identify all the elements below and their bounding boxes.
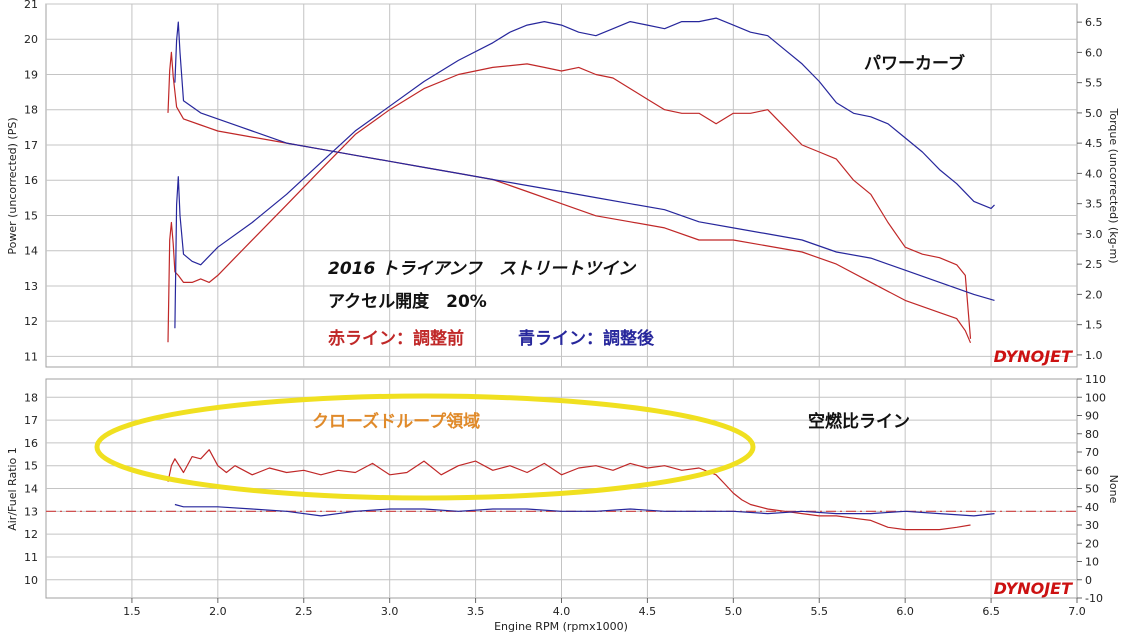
top-left-tick-label: 15 [24,209,38,222]
top-right-tick-label: 6.0 [1085,46,1103,59]
x-tick-label: 3.5 [467,605,485,618]
x-tick-label: 3.0 [381,605,399,618]
bottom-right-tick-label: 90 [1085,410,1099,423]
x-tick-label: 6.0 [896,605,914,618]
top-red-torque-line [167,51,972,344]
top-series [167,17,995,344]
bottom-left-tick-label: 17 [24,414,38,427]
bottom-left-tick-label: 11 [24,551,38,564]
bottom-left-tick-label: 10 [24,574,38,587]
bottom-dynojet-logo: DYNOJET [994,579,1074,598]
bottom-right-tick-label: 60 [1085,464,1099,477]
top-right-tick-label: 1.0 [1085,349,1103,362]
top-left-tick-label: 20 [24,33,38,46]
bottom-left-tick-label: 14 [24,483,38,496]
bottom-right-tick-label: 80 [1085,428,1099,441]
x-tick-label: 1.5 [123,605,141,618]
bottom-right-tick-label: 100 [1085,391,1106,404]
top-right-axis-title: Torque (uncorrected) (kg-m) [1107,107,1120,263]
bottom-right-tick-label: 10 [1085,556,1099,569]
top-right-tick-label: 4.5 [1085,137,1103,150]
top-right-tick-label: 3.0 [1085,228,1103,241]
x-tick-label: 7.0 [1068,605,1086,618]
red-line-legend: 赤ライン：調整前 [328,328,464,349]
bottom-right-tick-label: -10 [1085,592,1103,605]
afr-line-label: 空燃比ライン [808,411,910,432]
top-left-tick-label: 17 [24,139,38,152]
bottom-right-tick-label: 40 [1085,501,1099,514]
bottom-right-tick-label: 110 [1085,373,1106,386]
top-ticks: 11 12 13 14 15 16 17 18 19 20 21 1.0 1.5 2.0 2.5 3.0 3.5… [24,0,1103,363]
top-right-tick-label: 1.5 [1085,319,1103,332]
closed-loop-label: クローズドループ領域 [312,411,480,432]
top-left-tick-label: 11 [24,350,38,363]
bottom-right-axis-title: None [1107,475,1120,504]
top-right-tick-label: 5.5 [1085,77,1103,90]
top-right-tick-label: 5.0 [1085,107,1103,120]
throttle-label: アクセル開度 20% [328,291,487,312]
x-tick-label: 2.5 [295,605,313,618]
top-left-tick-label: 14 [24,245,38,258]
top-left-axis-title: Power (uncorrected) (PS) [6,117,19,254]
top-grid [46,3,1077,367]
x-tick-label: 4.5 [639,605,657,618]
top-right-tick-label: 2.5 [1085,258,1103,271]
x-axis-title: Engine RPM (rpmx1000) [494,620,628,633]
bottom-left-tick-label: 12 [24,528,38,541]
bottom-left-tick-label: 16 [24,437,38,450]
bottom-left-tick-label: 15 [24,460,38,473]
top-blue-power-line [174,17,995,329]
top-right-tick-label: 6.5 [1085,16,1103,29]
top-dynojet-logo: DYNOJET [994,347,1074,366]
bottom-left-axis-title: Air/Fuel Ratio 1 [6,447,19,531]
closed-loop-highlight [94,393,756,501]
top-left-tick-label: 18 [24,104,38,117]
top-left-tick-label: 13 [24,280,38,293]
top-right-tick-label: 4.0 [1085,167,1103,180]
bottom-right-tick-label: 20 [1085,537,1099,550]
top-left-tick-label: 19 [24,68,38,81]
bottom-left-tick-label: 18 [24,391,38,404]
top-left-tick-label: 12 [24,315,38,328]
top-right-tick-label: 3.5 [1085,198,1103,211]
blue-line-legend: 青ライン：調整後 [518,328,655,349]
x-tick-label: 5.0 [725,605,743,618]
bottom-series [46,449,1077,531]
x-tick-label: 2.0 [209,605,227,618]
bottom-right-tick-label: 0 [1085,574,1092,587]
bottom-ticks: 10 11 12 13 14 15 16 17 18 -10 0 10 20 30 40 50 60 70 80 90… [24,373,1106,605]
x-tick-label: 6.5 [982,605,1000,618]
power-curve-label: パワーカーブ [864,53,965,74]
bottom-right-tick-label: 50 [1085,483,1099,496]
model-label: 2016 トライアンフ ストリートツイン [328,259,637,279]
top-left-tick-label: 16 [24,174,38,187]
bottom-left-tick-label: 13 [24,505,38,518]
x-tick-label: 5.5 [811,605,829,618]
bottom-right-tick-label: 70 [1085,446,1099,459]
bottom-blue-line [174,503,995,517]
top-red-power-line [167,63,972,343]
bottom-red-line [167,449,971,531]
bottom-right-tick-label: 30 [1085,519,1099,532]
top-blue-torque-line [174,21,995,301]
top-right-tick-label: 2.0 [1085,288,1103,301]
top-left-tick-label: 21 [24,0,38,11]
x-tick-label: 4.0 [553,605,571,618]
x-axis-ticks: 1.5 2.0 2.5 3.0 3.5 4.0 4.5 5.0 5.5 6.0 6.5 7.0 [123,598,1086,618]
